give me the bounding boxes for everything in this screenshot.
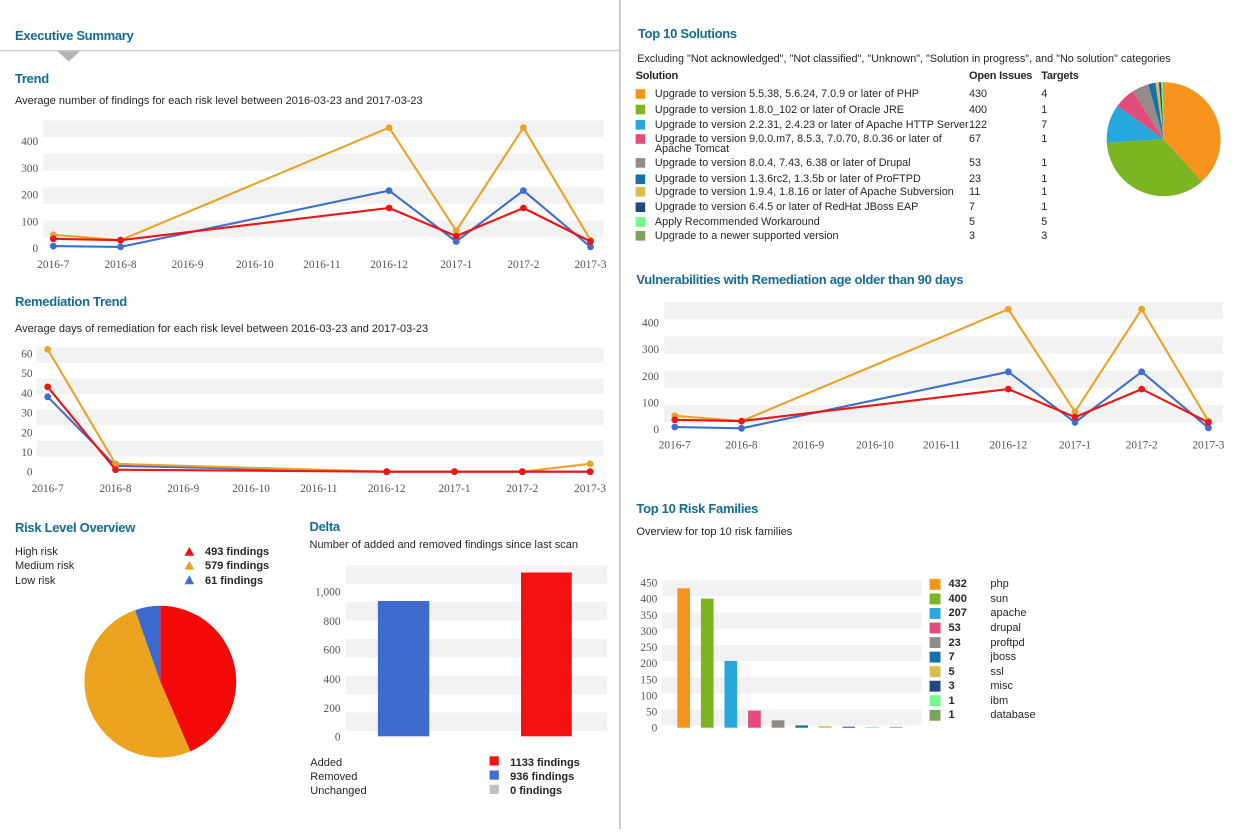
svg-text:2016-9: 2016-9	[792, 440, 824, 452]
svg-text:200: 200	[21, 190, 38, 202]
svg-text:400: 400	[642, 318, 659, 330]
svg-text:2016-9: 2016-9	[172, 259, 204, 271]
svg-text:200: 200	[642, 371, 659, 383]
svg-text:2017-2: 2017-2	[1126, 440, 1158, 452]
svg-text:150: 150	[640, 674, 657, 686]
svg-text:50: 50	[21, 368, 33, 380]
svg-text:300: 300	[21, 163, 38, 175]
svg-text:2016-12: 2016-12	[368, 483, 406, 495]
svg-text:300: 300	[640, 626, 657, 638]
svg-text:50: 50	[646, 707, 658, 719]
svg-text:60: 60	[21, 348, 33, 360]
svg-text:0: 0	[27, 467, 33, 479]
svg-text:2016-10: 2016-10	[856, 440, 894, 452]
svg-text:400: 400	[640, 594, 657, 606]
svg-text:0: 0	[652, 723, 658, 735]
svg-text:30: 30	[21, 408, 33, 420]
svg-text:100: 100	[642, 398, 659, 410]
svg-text:10: 10	[21, 447, 33, 459]
svg-text:350: 350	[640, 610, 657, 622]
svg-text:2016-8: 2016-8	[104, 259, 136, 271]
svg-text:2017-2: 2017-2	[507, 259, 539, 271]
svg-text:2017-1: 2017-1	[438, 483, 470, 495]
svg-text:20: 20	[21, 427, 33, 439]
svg-text:2016-11: 2016-11	[300, 483, 337, 495]
svg-text:250: 250	[640, 642, 657, 654]
svg-text:400: 400	[324, 674, 341, 686]
svg-text:2016-11: 2016-11	[303, 259, 340, 271]
svg-text:2016-11: 2016-11	[923, 440, 960, 452]
svg-text:2016-12: 2016-12	[989, 440, 1027, 452]
svg-text:2016-8: 2016-8	[725, 440, 757, 452]
svg-text:2016-10: 2016-10	[232, 483, 270, 495]
svg-text:2016-12: 2016-12	[370, 259, 408, 271]
svg-text:0: 0	[33, 243, 39, 255]
svg-text:100: 100	[640, 690, 657, 702]
svg-text:2017-2: 2017-2	[506, 483, 538, 495]
svg-text:0: 0	[653, 424, 659, 436]
svg-text:2016-7: 2016-7	[659, 440, 691, 452]
svg-text:2017-3: 2017-3	[574, 259, 606, 271]
svg-text:0: 0	[335, 731, 341, 743]
svg-text:2016-7: 2016-7	[32, 483, 64, 495]
svg-text:400: 400	[21, 136, 38, 148]
svg-text:300: 300	[642, 344, 659, 356]
svg-text:2016-8: 2016-8	[99, 483, 131, 495]
svg-text:2017-3: 2017-3	[1192, 440, 1224, 452]
svg-text:40: 40	[21, 388, 33, 400]
svg-text:450: 450	[640, 578, 657, 590]
svg-text:2016-9: 2016-9	[167, 483, 199, 495]
svg-text:100: 100	[21, 216, 38, 228]
svg-text:200: 200	[324, 703, 341, 715]
svg-text:2017-1: 2017-1	[1059, 440, 1091, 452]
svg-text:2016-7: 2016-7	[37, 259, 69, 271]
svg-text:800: 800	[324, 616, 341, 628]
svg-text:600: 600	[324, 645, 341, 657]
svg-text:200: 200	[640, 658, 657, 670]
svg-text:2017-3: 2017-3	[574, 483, 606, 495]
svg-text:2016-10: 2016-10	[236, 259, 274, 271]
svg-text:2017-1: 2017-1	[440, 259, 472, 271]
svg-text:1,000: 1,000	[315, 587, 341, 599]
